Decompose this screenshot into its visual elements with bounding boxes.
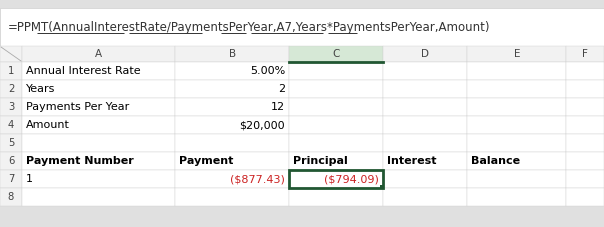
Bar bbox=[22, 134, 175, 152]
Bar bbox=[289, 116, 384, 134]
Bar bbox=[567, 46, 604, 62]
Bar bbox=[384, 62, 467, 80]
Bar bbox=[175, 170, 289, 188]
Bar bbox=[289, 98, 384, 116]
Text: Annual Interest Rate: Annual Interest Rate bbox=[26, 66, 141, 76]
Text: Payment: Payment bbox=[179, 156, 234, 166]
Text: $20,000: $20,000 bbox=[240, 120, 285, 130]
Bar bbox=[175, 80, 289, 98]
Bar bbox=[0, 116, 22, 134]
Bar bbox=[567, 188, 604, 206]
Bar bbox=[0, 152, 22, 170]
Bar bbox=[175, 98, 289, 116]
Bar bbox=[384, 80, 467, 98]
Text: D: D bbox=[422, 49, 429, 59]
Bar bbox=[467, 62, 567, 80]
Bar bbox=[384, 152, 467, 170]
Bar bbox=[175, 46, 289, 62]
Bar bbox=[289, 170, 384, 188]
Bar bbox=[467, 46, 567, 62]
Bar bbox=[0, 8, 604, 46]
Text: 3: 3 bbox=[8, 102, 14, 112]
Bar bbox=[0, 188, 22, 206]
Text: 2: 2 bbox=[8, 84, 14, 94]
Bar bbox=[0, 98, 22, 116]
Bar bbox=[0, 80, 22, 98]
Bar bbox=[467, 116, 567, 134]
Text: 6: 6 bbox=[8, 156, 14, 166]
Bar bbox=[467, 80, 567, 98]
Bar bbox=[22, 80, 175, 98]
Text: 1: 1 bbox=[8, 66, 14, 76]
Text: 12: 12 bbox=[271, 102, 285, 112]
Bar bbox=[289, 188, 384, 206]
Bar bbox=[384, 170, 467, 188]
Text: 4: 4 bbox=[8, 120, 14, 130]
Text: 7: 7 bbox=[8, 174, 14, 184]
Bar bbox=[567, 170, 604, 188]
Bar bbox=[289, 134, 384, 152]
Bar bbox=[22, 98, 175, 116]
Bar bbox=[22, 152, 175, 170]
Text: F: F bbox=[582, 49, 588, 59]
Bar bbox=[0, 170, 22, 188]
Text: C: C bbox=[333, 49, 340, 59]
Bar bbox=[381, 185, 384, 189]
Bar bbox=[384, 98, 467, 116]
Bar bbox=[175, 134, 289, 152]
Text: 8: 8 bbox=[8, 192, 14, 202]
Bar bbox=[175, 116, 289, 134]
Bar bbox=[22, 116, 175, 134]
Text: Amount: Amount bbox=[26, 120, 70, 130]
Text: A: A bbox=[95, 49, 102, 59]
Text: =PPMT(AnnualInterestRate/PaymentsPerYear,A7,Years*PaymentsPerYear,Amount): =PPMT(AnnualInterestRate/PaymentsPerYear… bbox=[8, 20, 490, 34]
Bar bbox=[567, 134, 604, 152]
Text: 2: 2 bbox=[278, 84, 285, 94]
Bar bbox=[0, 62, 22, 80]
Bar bbox=[567, 98, 604, 116]
Bar bbox=[22, 62, 175, 80]
Bar bbox=[467, 98, 567, 116]
Bar bbox=[467, 170, 567, 188]
Bar bbox=[384, 188, 467, 206]
Text: 1: 1 bbox=[26, 174, 33, 184]
Bar bbox=[22, 188, 175, 206]
Bar bbox=[0, 46, 22, 62]
Text: Principal: Principal bbox=[294, 156, 348, 166]
Bar bbox=[467, 188, 567, 206]
Text: 5.00%: 5.00% bbox=[250, 66, 285, 76]
Text: Balance: Balance bbox=[471, 156, 521, 166]
Bar bbox=[289, 170, 384, 188]
Text: ($794.09): ($794.09) bbox=[324, 174, 379, 184]
Bar bbox=[467, 152, 567, 170]
Bar bbox=[175, 188, 289, 206]
Bar bbox=[289, 46, 384, 62]
Bar bbox=[22, 170, 175, 188]
Bar bbox=[384, 46, 467, 62]
Bar bbox=[384, 116, 467, 134]
Bar bbox=[0, 134, 22, 152]
Bar bbox=[567, 152, 604, 170]
Text: Payment Number: Payment Number bbox=[26, 156, 133, 166]
Bar bbox=[467, 134, 567, 152]
Bar bbox=[289, 80, 384, 98]
Bar bbox=[22, 46, 175, 62]
Bar bbox=[175, 62, 289, 80]
Text: B: B bbox=[229, 49, 236, 59]
Text: Payments Per Year: Payments Per Year bbox=[26, 102, 129, 112]
Bar bbox=[175, 152, 289, 170]
Bar bbox=[567, 116, 604, 134]
Bar bbox=[567, 62, 604, 80]
Text: Years: Years bbox=[26, 84, 56, 94]
Text: 5: 5 bbox=[8, 138, 14, 148]
Text: E: E bbox=[513, 49, 520, 59]
Bar bbox=[384, 134, 467, 152]
Text: Interest: Interest bbox=[387, 156, 437, 166]
Text: ($877.43): ($877.43) bbox=[230, 174, 285, 184]
Bar bbox=[0, 0, 604, 8]
Bar bbox=[567, 80, 604, 98]
Bar bbox=[289, 152, 384, 170]
Bar bbox=[289, 62, 384, 80]
